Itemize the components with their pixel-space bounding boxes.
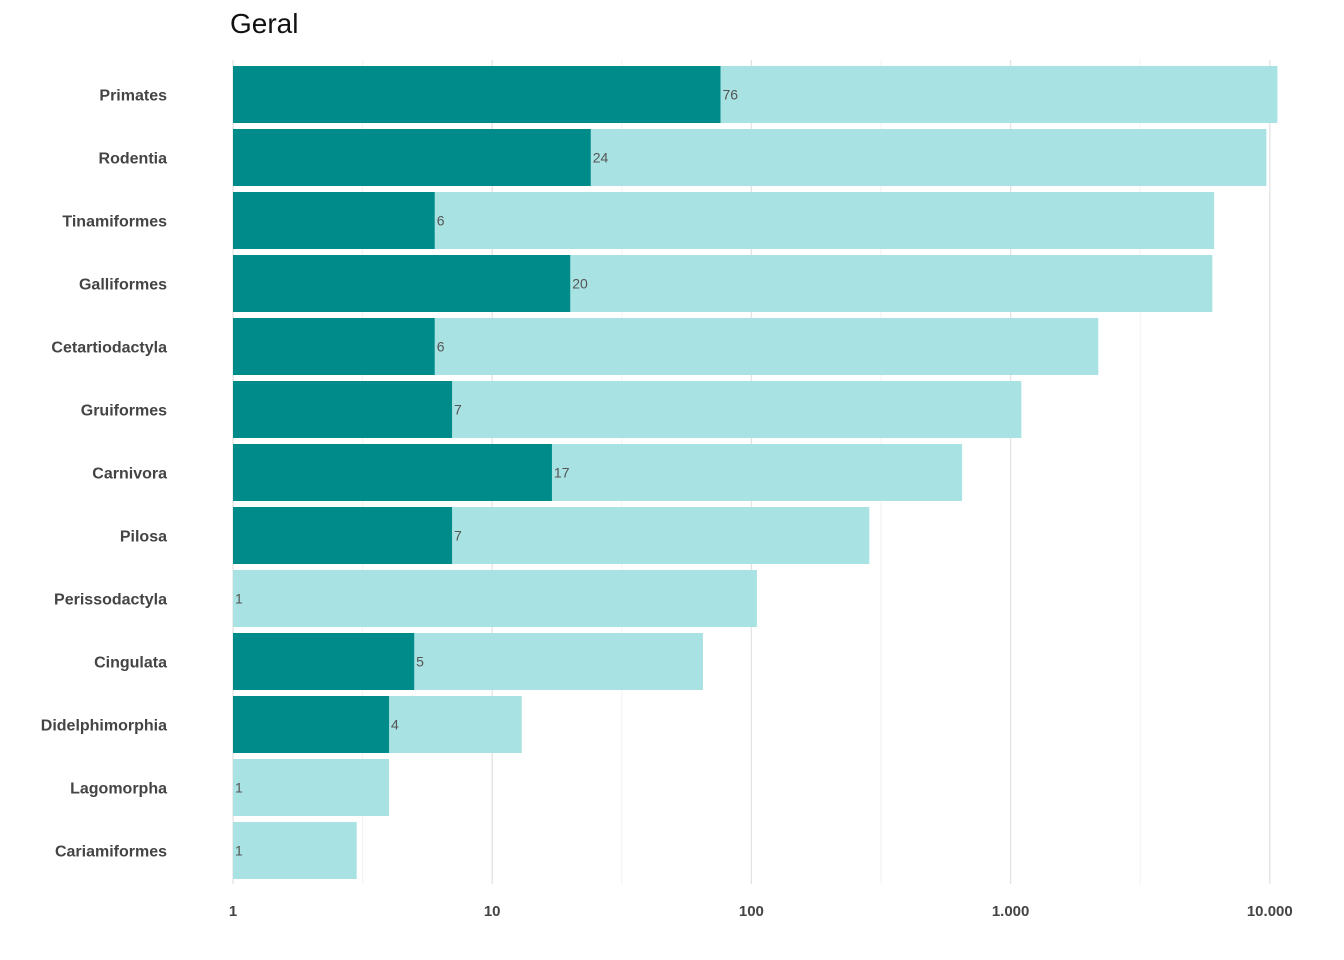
bar-count-1 [233,129,591,186]
data-label-2: 6 [437,213,445,229]
data-label-5: 7 [454,402,462,418]
x-tick-label-4: 10.000 [1247,903,1293,920]
category-label-4: Cetartiodactyla [51,340,167,357]
category-label-2: Tinamiformes [62,214,167,231]
bar-count-3 [233,255,571,312]
bar-count-2 [233,192,435,249]
x-tick-label-0: 1 [229,903,237,920]
bar-count-10 [233,696,390,753]
category-label-6: Carnivora [92,466,167,483]
data-label-3: 20 [572,276,588,292]
x-tick-label-3: 1.000 [992,903,1030,920]
category-label-1: Rodentia [99,151,168,168]
x-tick-label-2: 100 [739,903,764,920]
data-label-12: 1 [235,843,243,859]
data-label-4: 6 [437,339,445,355]
data-label-8: 1 [235,591,243,607]
bar-total-11 [233,759,390,816]
category-label-0: Primates [99,88,167,105]
category-label-8: Perissodactyla [54,592,167,609]
x-tick-label-1: 10 [484,903,501,920]
bar-count-0 [233,66,721,123]
category-label-3: Galliformes [79,277,167,294]
data-label-9: 5 [416,654,424,670]
data-label-11: 1 [235,780,243,796]
chart-title: Geral [230,8,299,39]
category-label-7: Pilosa [120,529,167,546]
category-label-10: Didelphimorphia [41,718,167,735]
data-label-10: 4 [391,717,399,733]
category-label-11: Lagomorpha [70,781,167,798]
bar-count-4 [233,318,435,375]
bar-count-5 [233,381,453,438]
bar-count-9 [233,633,415,690]
data-label-1: 24 [593,150,609,166]
category-label-12: Cariamiformes [55,844,167,861]
data-label-7: 7 [454,528,462,544]
bar-total-12 [233,822,357,879]
data-label-6: 17 [554,465,570,481]
category-label-5: Gruiformes [81,403,167,420]
data-label-0: 76 [723,87,739,103]
bar-total-8 [233,570,757,627]
category-label-9: Cingulata [94,655,167,672]
bar-count-7 [233,507,453,564]
bar-count-6 [233,444,552,501]
